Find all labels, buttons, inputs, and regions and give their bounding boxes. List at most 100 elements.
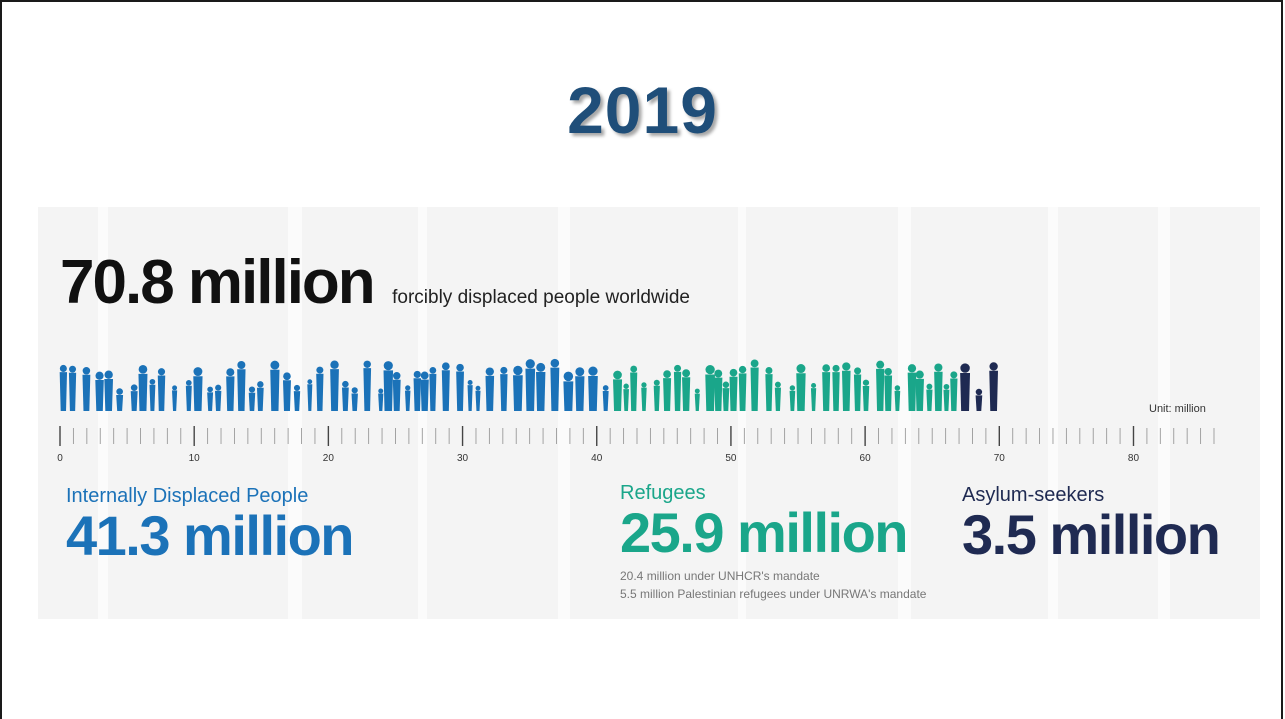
person-icon [116,388,124,411]
person-icon [907,364,917,411]
tick-label: 0 [57,453,63,464]
tick-label: 70 [994,453,1006,464]
person-icon [563,371,574,411]
person-icon [185,379,192,411]
person-icon [663,370,672,411]
person-icon [282,372,291,411]
tick-label: 50 [725,453,737,464]
category-asylum-value: 3.5 million [962,503,1221,566]
person-icon [810,382,817,411]
category-idp-value: 41.3 million [66,504,355,567]
person-icon [894,385,901,411]
person-icon [765,367,773,411]
person-icon [750,359,759,411]
person-icon [59,364,68,411]
person-icon [588,366,598,411]
person-icon [943,383,950,411]
person-icon [404,385,411,411]
person-icon [82,367,91,411]
person-icon [853,367,862,411]
person-icon [413,370,422,411]
tick-label: 60 [860,453,872,464]
person-icon [989,362,998,411]
person-icon [960,363,971,411]
tick-label: 20 [323,453,335,464]
person-icon [630,365,638,411]
person-icon [975,388,983,411]
person-icon [392,372,401,411]
person-icon [475,385,481,411]
person-icon [832,364,840,411]
person-icon [316,366,324,411]
person-icon [157,368,166,411]
category-asylum: Asylum-seekers 3.5 million [962,484,1221,566]
person-icon [705,364,715,411]
person-icon [513,365,523,411]
person-icon [256,381,264,411]
person-icon [193,367,203,411]
person-icon [95,371,104,411]
person-icon [378,388,384,411]
person-icon [485,367,495,411]
person-icon [149,378,156,411]
person-icon [525,359,536,411]
person-icon [330,360,339,411]
person-icon [456,363,464,411]
person-icon [130,384,138,411]
person-icon [774,381,781,411]
person-icon [653,379,660,411]
person-icon [138,365,148,411]
person-icon [842,362,851,411]
person-icon [341,380,349,411]
category-asylum-name: Asylum-seekers [962,484,1105,506]
person-icon [641,382,647,411]
person-icon [915,370,924,411]
person-icon [738,365,747,411]
person-icon [248,386,256,411]
category-refugees: Refugees 25.9 million 20.4 million under… [620,482,926,603]
person-icon [237,361,246,411]
infographic-panel: 70.8 million forcibly displaced people w… [38,207,1260,619]
person-icon [293,384,301,411]
category-refugees-value: 25.9 million [620,501,909,564]
person-icon [876,360,885,411]
person-icon [729,368,738,411]
person-icon [789,385,796,411]
refugees-note-unhcr: 20.4 million under UNHCR's mandate [620,569,820,583]
person-icon [270,360,280,411]
person-icon [207,386,214,411]
people-scale-chart: 0 10 20 30 40 50 60 70 80 [57,358,1215,464]
person-icon [950,371,958,411]
headline-total: 70.8 million [60,248,376,317]
slide-title: 2019 [567,73,718,147]
person-icon [383,361,394,411]
person-icon [226,368,235,411]
person-icon [884,367,893,411]
tick-label: 40 [591,453,603,464]
person-icon [467,380,473,411]
person-icon [214,384,222,411]
person-icon [104,370,114,411]
person-icon [363,360,372,411]
person-icon [796,364,806,411]
person-icon [307,379,313,411]
person-icon [682,369,691,411]
person-icon [926,383,933,411]
person-icon [550,358,560,411]
unit-label: Unit: million [1149,403,1206,415]
person-icon [575,367,585,411]
person-icon [613,370,623,411]
person-icon [694,388,700,411]
person-icon [714,369,723,411]
person-icon [536,362,546,411]
person-icon [68,365,77,411]
person-icon [429,366,437,411]
person-icon [822,364,831,411]
person-icon [722,381,730,411]
person-icon [862,379,870,411]
headline-caption: forcibly displaced people worldwide [392,287,690,308]
person-icon [500,366,508,411]
refugees-note-unrwa: 5.5 million Palestinian refugees under U… [620,587,927,601]
headline: 70.8 million forcibly displaced people w… [60,247,690,318]
